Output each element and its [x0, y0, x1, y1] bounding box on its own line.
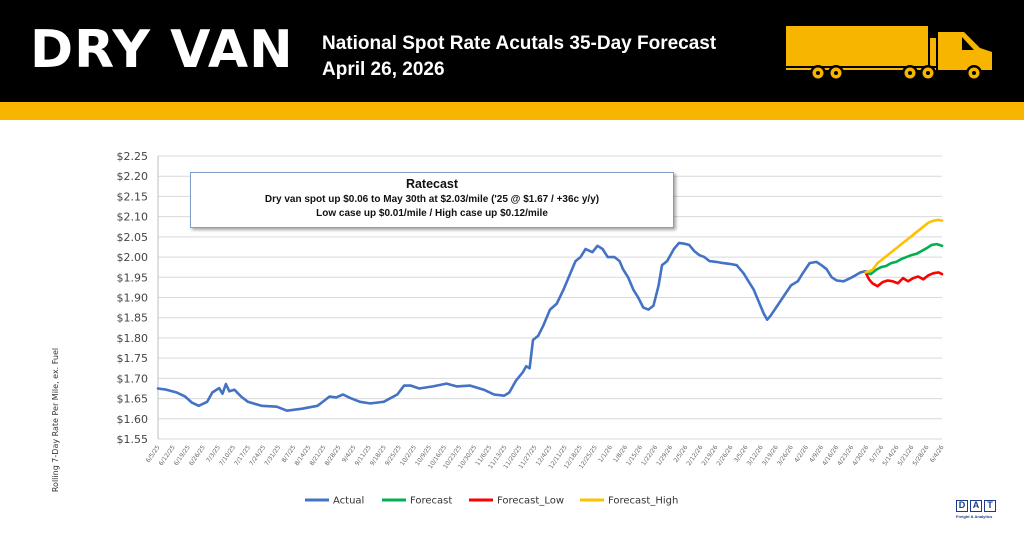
- legend-label: Forecast_High: [608, 496, 678, 507]
- y-tick-label: $1.55: [117, 433, 149, 446]
- y-tick-label: $2.10: [117, 211, 149, 224]
- series-line-forecast-high: [864, 218, 944, 274]
- y-tick-label: $2.05: [117, 231, 149, 244]
- x-tick-label: 1/1/26: [597, 444, 614, 464]
- y-tick-label: $1.60: [117, 413, 149, 426]
- y-tick-label: $2.15: [117, 190, 149, 203]
- logo-tagline: Freight & Analytics: [956, 514, 993, 519]
- dat-logo: D A T Freight & Analytics: [956, 500, 996, 526]
- logo-letter-a: A: [970, 500, 982, 512]
- logo-letter-t: T: [984, 500, 996, 512]
- x-tick-label: 6/4/26: [929, 444, 946, 464]
- ratecast-line-2: Low case up $0.01/mile / High case up $0…: [316, 208, 548, 219]
- y-axis-label: Rolling 7-Day Rate Per Mile, ex. Fuel: [51, 348, 60, 492]
- y-tick-label: $1.70: [117, 372, 149, 385]
- accent-band: [0, 102, 1024, 120]
- y-tick-label: $2.25: [117, 150, 149, 163]
- series-line-forecast: [864, 242, 944, 276]
- y-tick-label: $1.65: [117, 393, 149, 406]
- series-line-actual: [156, 241, 867, 412]
- legend-label: Actual: [333, 496, 364, 507]
- x-axis-ticks: 6/5/256/12/256/19/256/26/257/3/257/10/25…: [145, 444, 946, 470]
- y-tick-label: $1.90: [117, 292, 149, 305]
- y-tick-label: $2.00: [117, 251, 149, 264]
- legend-label: Forecast_Low: [497, 496, 564, 507]
- y-tick-label: $1.75: [117, 352, 149, 365]
- y-tick-label: $1.95: [117, 271, 149, 284]
- page-title: DRY VAN: [30, 20, 294, 80]
- series-lines: [156, 218, 944, 412]
- y-tick-label: $1.85: [117, 312, 149, 325]
- semi-truck-icon: [786, 26, 992, 81]
- logo-letter-d: D: [956, 500, 968, 512]
- y-axis-ticks: $1.55 $1.60 $1.65 $1.70 $1.75 $1.80 $1.85 $1.90…: [117, 150, 149, 446]
- legend-label: Forecast: [410, 496, 452, 507]
- chart-subtitle: National Spot Rate Acutals 35-Day Foreca…: [322, 33, 717, 54]
- x-tick-label: 4/2/26: [793, 444, 810, 464]
- y-tick-label: $1.80: [117, 332, 149, 345]
- series-line-forecast-low: [864, 271, 944, 288]
- ratecast-title: Ratecast: [405, 177, 459, 191]
- y-tick-label: $2.20: [117, 170, 149, 183]
- rate-chart: $1.55 $1.60 $1.65 $1.70 $1.75 $1.80 $1.85 $1.90…: [51, 150, 946, 507]
- legend: Actual Forecast Forecast_Low Forecast_High: [305, 496, 678, 507]
- ratecast-box: Ratecast Dry van spot up $0.06 to May 30…: [190, 172, 674, 228]
- ratecast-line-1: Dry van spot up $0.06 to May 30th at $2.…: [264, 194, 600, 205]
- report-date: April 26, 2026: [322, 59, 445, 80]
